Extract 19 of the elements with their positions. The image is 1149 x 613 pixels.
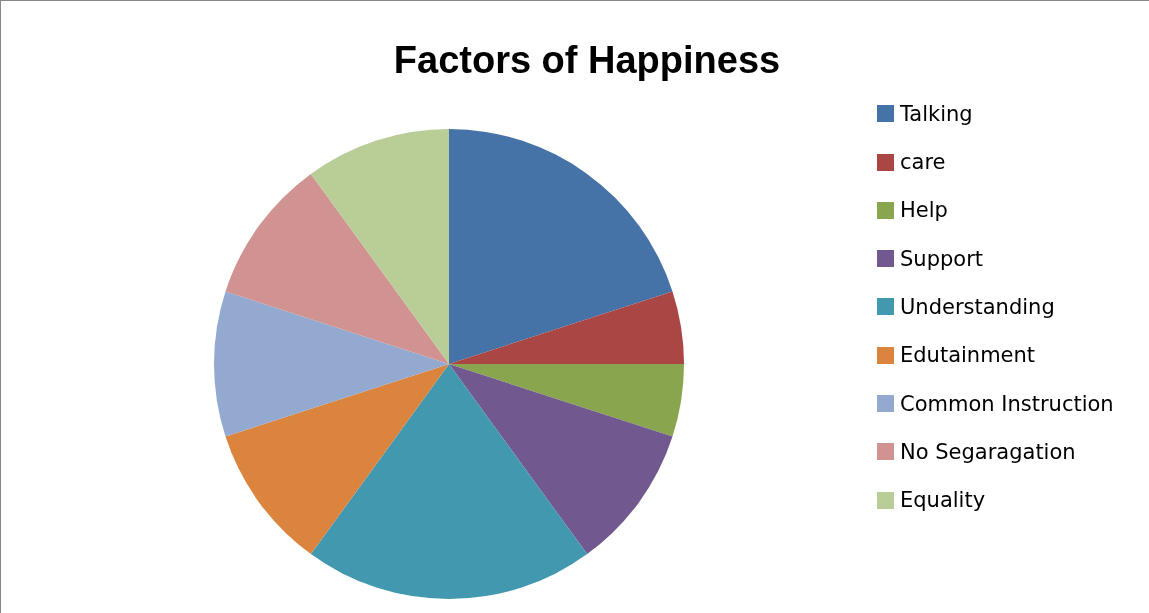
legend-label: No Segaragation [900,439,1076,464]
chart-title: Factors of Happiness [392,39,782,82]
legend-label: care [900,150,946,175]
pie-slice [225,173,449,364]
pie-slice [310,129,449,364]
legend-label: Support [900,246,984,271]
pie-slice [214,291,449,437]
legend-label: Understanding [900,294,1055,319]
legend-label: Equality [900,488,986,513]
pie-slice [449,129,673,364]
pie-slice [310,364,588,599]
pie-slice [449,364,684,437]
legend-label: Edutainment [900,343,1036,368]
pie-slice [449,364,673,555]
pie-slice [449,291,684,364]
legend-label: Talking [900,101,973,126]
legend-label: Help [900,198,948,223]
legend-label: Common Instruction [900,391,1114,416]
pie-slice [225,364,449,555]
